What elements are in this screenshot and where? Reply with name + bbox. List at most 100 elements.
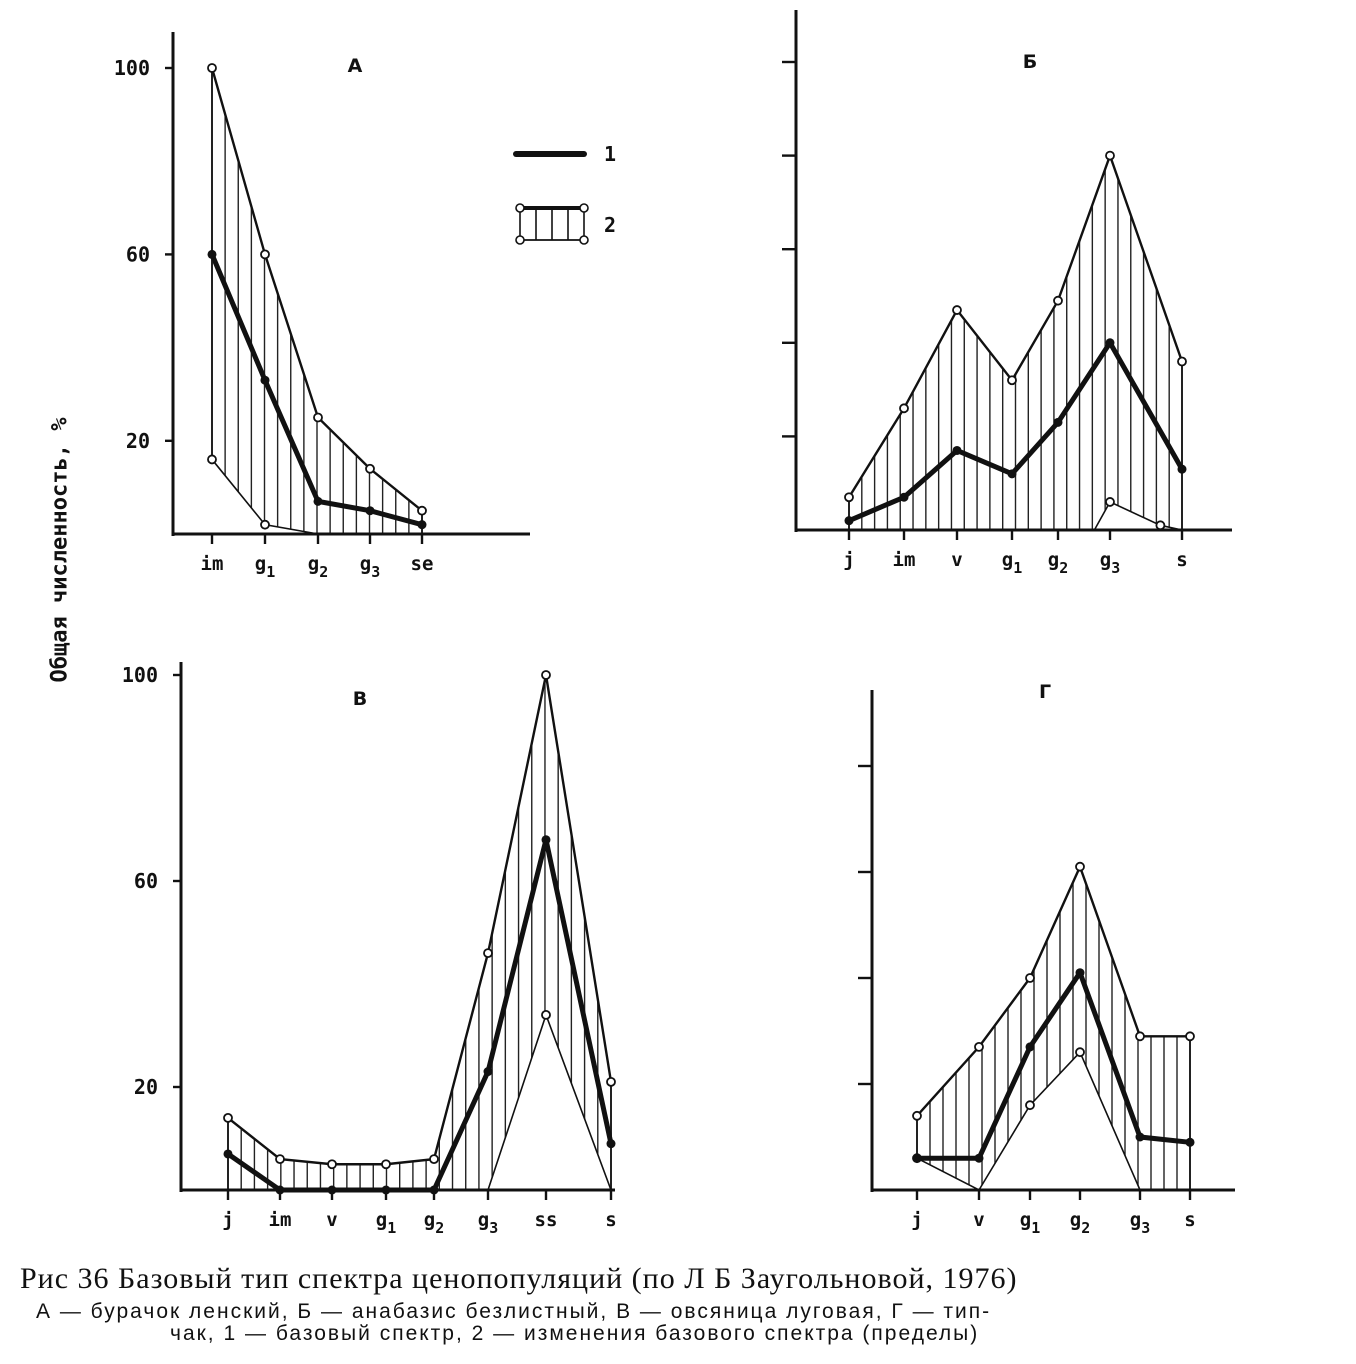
upper-point bbox=[313, 412, 323, 423]
base-point bbox=[1135, 1132, 1145, 1142]
upper-point bbox=[606, 1076, 616, 1087]
x-tick-label: g3 bbox=[1130, 1209, 1150, 1237]
series-base-spectrum bbox=[226, 837, 614, 1193]
figure-canvas: 20 60 100 im g1 g2 g3 se Аj im v g1 g2 g3 s Б 20 60 100 j im… bbox=[114, 10, 1235, 1237]
legend-band-point bbox=[579, 203, 589, 213]
lower-point bbox=[1075, 1047, 1085, 1058]
upper-point bbox=[899, 403, 909, 414]
x-tick-label: g2 bbox=[308, 553, 328, 581]
lower-point bbox=[541, 1010, 551, 1020]
x-tick-label: g3 bbox=[1100, 549, 1120, 577]
base-point bbox=[207, 249, 217, 259]
base-point bbox=[844, 516, 854, 526]
x-tick-label: g1 bbox=[255, 553, 275, 581]
base-point bbox=[899, 492, 909, 502]
legend-label-1: 1 bbox=[604, 142, 616, 166]
upper-point bbox=[844, 492, 854, 503]
caption-title: Рис 36 Базовый тип спектра ценопопуляций… bbox=[20, 1262, 1018, 1295]
x-tick-label: se bbox=[411, 553, 434, 575]
x-tick-label: im bbox=[269, 1209, 292, 1231]
upper-point bbox=[541, 670, 551, 680]
upper-point bbox=[327, 1159, 337, 1170]
figure-caption: Рис 36 Базовый тип спектра ценопопуляций… bbox=[20, 1262, 1340, 1346]
base-point bbox=[417, 520, 427, 530]
y-axis-title: Общая численность, % bbox=[30, 360, 90, 740]
y-tick-label: 20 bbox=[134, 1075, 158, 1099]
base-point bbox=[952, 445, 962, 455]
x-tick-label: v bbox=[973, 1209, 984, 1231]
panel-title: Г bbox=[1039, 681, 1051, 703]
upper-point bbox=[260, 249, 270, 260]
panel-title: А bbox=[348, 55, 363, 77]
x-tick-label: g2 bbox=[424, 1209, 444, 1237]
y-tick-label: 60 bbox=[134, 869, 158, 893]
panel-title: В bbox=[353, 688, 367, 710]
upper-point bbox=[1053, 295, 1063, 306]
y-axis-title-text: Общая численность, % bbox=[47, 417, 73, 683]
upper-point bbox=[207, 63, 217, 73]
caption-line-2: А — бурачок ленский, Б — анабазис безлис… bbox=[36, 1300, 992, 1323]
base-point bbox=[912, 1153, 922, 1163]
legend-label-2: 2 bbox=[604, 213, 616, 237]
upper-point bbox=[952, 305, 962, 315]
upper-point bbox=[275, 1154, 285, 1164]
x-tick-label: j bbox=[222, 1209, 233, 1231]
band-hatching-v bbox=[227, 679, 612, 1190]
base-point bbox=[541, 835, 551, 845]
lower-point bbox=[1155, 520, 1166, 531]
series-upper-bound bbox=[227, 674, 613, 1166]
x-tick-label: j bbox=[843, 549, 854, 571]
chart-panel-a: 20 60 100 im g1 g2 g3 se А bbox=[114, 32, 530, 581]
x-tick-label: j bbox=[911, 1209, 922, 1231]
x-tick-label: g2 bbox=[1070, 1209, 1090, 1237]
upper-point bbox=[1025, 973, 1035, 983]
upper-point bbox=[417, 505, 427, 516]
base-point bbox=[260, 375, 270, 385]
x-tick-label: g2 bbox=[1048, 549, 1068, 577]
series-base-spectrum bbox=[917, 970, 1191, 1161]
series-lower-bound bbox=[228, 1012, 612, 1191]
caption-line-3: чак, 1 — базовый спектр, 2 — изменения б… bbox=[170, 1322, 980, 1345]
legend: 12 bbox=[513, 142, 616, 245]
x-tick-label: im bbox=[893, 549, 916, 571]
lower-point bbox=[1025, 1100, 1035, 1111]
base-point bbox=[365, 506, 375, 516]
upper-point bbox=[381, 1159, 391, 1170]
upper-point bbox=[429, 1154, 439, 1164]
x-tick-label: g3 bbox=[360, 553, 380, 581]
x-tick-label: s bbox=[1176, 549, 1187, 571]
lower-point bbox=[260, 519, 270, 530]
x-tick-label: g1 bbox=[376, 1209, 396, 1237]
upper-point bbox=[1105, 150, 1115, 161]
y-tick-label: 60 bbox=[126, 242, 150, 266]
x-tick-label: s bbox=[1184, 1209, 1195, 1231]
lower-point bbox=[1105, 497, 1115, 507]
y-tick-label: 100 bbox=[122, 663, 158, 687]
x-tick-label: g3 bbox=[478, 1209, 498, 1237]
upper-point bbox=[1135, 1031, 1145, 1042]
legend-swatch-band bbox=[515, 203, 589, 245]
upper-point bbox=[1177, 356, 1187, 367]
base-point bbox=[1007, 469, 1017, 479]
chart-panel-b: j im v g1 g2 g3 s Б bbox=[782, 10, 1232, 577]
upper-point bbox=[365, 463, 375, 474]
upper-point bbox=[223, 1113, 233, 1123]
lower-point bbox=[207, 454, 217, 465]
x-tick-label: v bbox=[326, 1209, 337, 1231]
upper-point bbox=[1185, 1031, 1195, 1042]
upper-point bbox=[483, 948, 493, 958]
x-tick-label: v bbox=[951, 549, 962, 571]
base-point bbox=[313, 496, 323, 506]
base-point bbox=[606, 1139, 616, 1149]
x-tick-label: im bbox=[201, 553, 224, 575]
x-tick-label: g1 bbox=[1002, 549, 1022, 577]
base-point bbox=[223, 1149, 233, 1159]
base-point bbox=[1177, 464, 1187, 474]
base-point bbox=[1075, 968, 1085, 978]
legend-band-point bbox=[579, 235, 589, 245]
upper-point bbox=[912, 1110, 922, 1121]
upper-point bbox=[1075, 861, 1085, 872]
upper-point bbox=[974, 1042, 984, 1052]
band-hatching-a bbox=[211, 68, 423, 534]
